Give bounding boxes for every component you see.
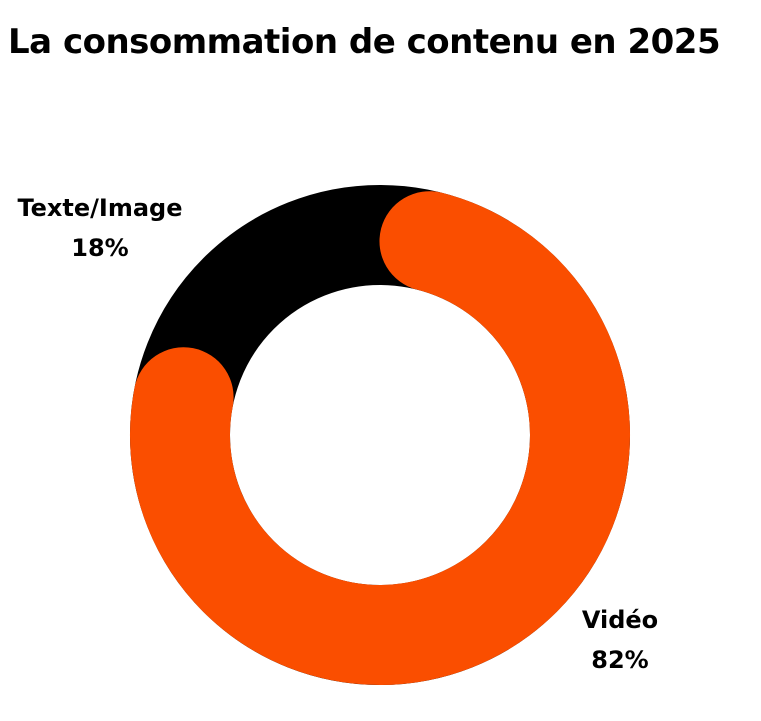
slice-label-name: Vidéo [581, 606, 659, 634]
slice-label-value: 82% [591, 646, 649, 674]
slice-label-texte-image: Texte/Image 18% [0, 188, 200, 268]
slice-video [130, 191, 630, 685]
slice-label-video: Vidéo 82% [560, 600, 680, 680]
chart-title: La consommation de contenu en 2025 [8, 22, 721, 62]
slice-label-value: 18% [71, 234, 129, 262]
slice-label-name: Texte/Image [17, 194, 183, 222]
